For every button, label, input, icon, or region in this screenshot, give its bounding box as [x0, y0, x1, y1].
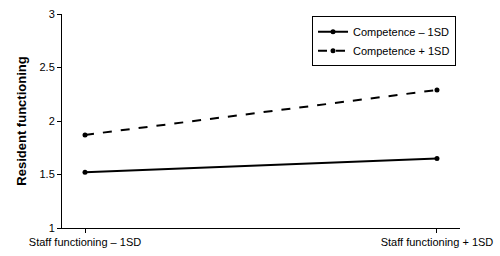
- svg-text:Resident functioning: Resident functioning: [14, 56, 29, 185]
- svg-text:2.5: 2.5: [40, 61, 55, 73]
- svg-text:Staff functioning – 1SD: Staff functioning – 1SD: [29, 236, 141, 248]
- svg-text:1.5: 1.5: [40, 168, 55, 180]
- svg-text:2: 2: [49, 115, 55, 127]
- svg-text:3: 3: [49, 8, 55, 20]
- svg-text:Competence + 1SD: Competence + 1SD: [353, 45, 449, 57]
- svg-text:Staff functioning + 1SD: Staff functioning + 1SD: [381, 236, 494, 248]
- svg-text:1: 1: [49, 222, 55, 234]
- svg-text:Competence – 1SD: Competence – 1SD: [353, 26, 449, 38]
